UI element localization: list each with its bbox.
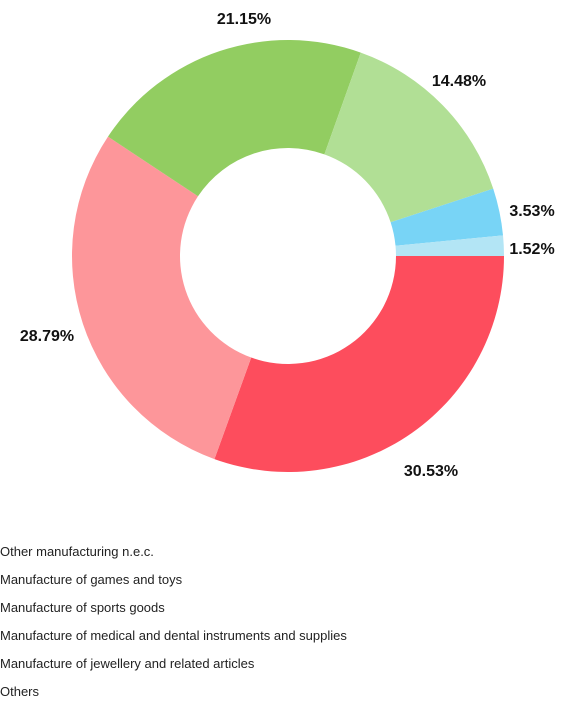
donut-slice-other-manufacturing-n-e-c[interactable] (214, 256, 505, 472)
legend-item-games-and-toys[interactable]: Manufacture of games and toys (0, 572, 183, 587)
slice-label-manufacture-of-jewellery-and-related-articles: 3.53% (509, 203, 554, 220)
legend-item-jewellery[interactable]: Manufacture of jewellery and related art… (0, 656, 255, 671)
slice-label-manufacture-of-medical-and-dental-instruments-and-supplies: 14.48% (432, 73, 486, 90)
legend-item-medical-dental[interactable]: Manufacture of medical and dental instru… (0, 628, 347, 643)
legend-item-other-manufacturing[interactable]: Other manufacturing n.e.c. (0, 544, 154, 559)
donut-slice-manufacture-of-games-and-toys[interactable] (72, 136, 252, 460)
slice-label-manufacture-of-games-and-toys: 28.79% (20, 328, 74, 345)
donut-chart: 30.53% 28.79% 21.15% 14.48% 3.53% 1.52% (20, 11, 555, 480)
legend-item-others[interactable]: Others (0, 684, 40, 699)
slice-labels: 30.53% 28.79% 21.15% 14.48% 3.53% 1.52% (20, 11, 555, 480)
donut-slice-manufacture-of-medical-and-dental-instruments-and-supplies[interactable] (324, 52, 494, 223)
donut-slice-manufacture-of-sports-goods[interactable] (107, 39, 361, 197)
donut-slice-others[interactable] (395, 235, 504, 256)
slice-label-others: 1.52% (509, 241, 554, 258)
chart-legend: Other manufacturing n.e.c. Manufacture o… (0, 538, 575, 706)
slice-label-other-manufacturing-n-e-c: 30.53% (404, 463, 458, 480)
donut-slices (72, 39, 505, 472)
slice-label-manufacture-of-sports-goods: 21.15% (217, 11, 271, 28)
legend-item-sports-goods[interactable]: Manufacture of sports goods (0, 600, 165, 615)
donut-slice-manufacture-of-jewellery-and-related-articles[interactable] (390, 188, 504, 246)
